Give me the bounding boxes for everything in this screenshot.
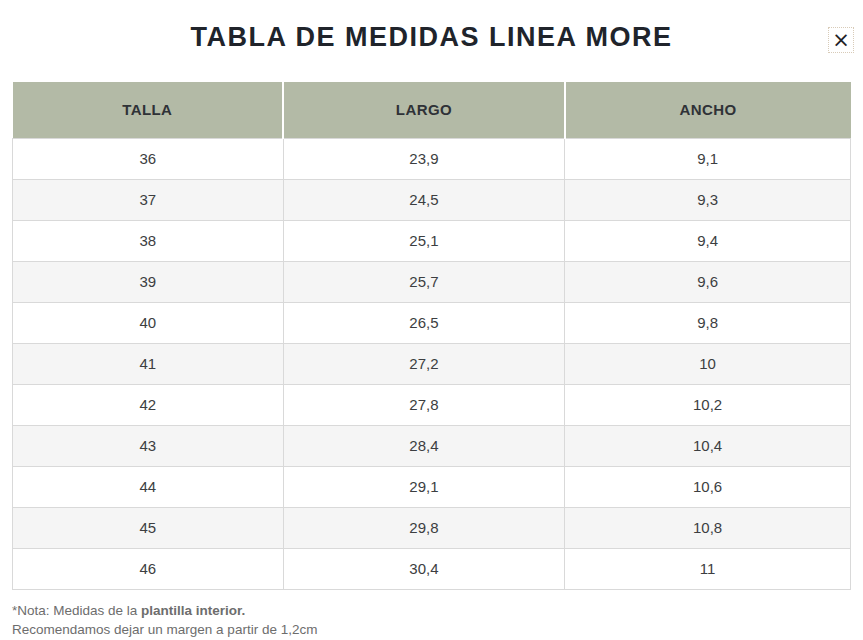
table-cell: 26,5 [283,302,565,343]
table-cell: 44 [13,466,284,507]
table-cell: 9,4 [565,220,851,261]
table-cell: 45 [13,507,284,548]
table-cell: 27,8 [283,384,565,425]
footnote: *Nota: Medidas de la plantilla interior.… [12,601,863,640]
table-row: 4026,59,8 [13,302,851,343]
table-cell: 11 [565,548,851,589]
column-header: TALLA [13,82,284,138]
table-cell: 30,4 [283,548,565,589]
table-cell: 29,8 [283,507,565,548]
table-cell: 9,1 [565,138,851,179]
table-cell: 10,2 [565,384,851,425]
table-cell: 10 [565,343,851,384]
table-row: 3623,99,1 [13,138,851,179]
table-body: 3623,99,13724,59,33825,19,43925,79,64026… [13,138,851,589]
table-cell: 43 [13,425,284,466]
table-row: 4429,110,6 [13,466,851,507]
table-cell: 28,4 [283,425,565,466]
table-cell: 38 [13,220,284,261]
table-cell: 10,4 [565,425,851,466]
table-cell: 36 [13,138,284,179]
table-row: 3724,59,3 [13,179,851,220]
table-cell: 40 [13,302,284,343]
size-table: TALLALARGOANCHO 3623,99,13724,59,33825,1… [12,82,851,590]
table-cell: 37 [13,179,284,220]
column-header: LARGO [283,82,565,138]
table-row: 4328,410,4 [13,425,851,466]
footnote-bold: plantilla interior. [141,603,245,618]
table-cell: 29,1 [283,466,565,507]
table-header-row: TALLALARGOANCHO [13,82,851,138]
table-row: 4630,411 [13,548,851,589]
table-row: 3925,79,6 [13,261,851,302]
table-cell: 9,6 [565,261,851,302]
footnote-prefix: *Nota: Medidas de la [12,603,141,618]
table-cell: 25,1 [283,220,565,261]
page-title: TABLA DE MEDIDAS LINEA MORE [0,22,863,53]
table-cell: 10,6 [565,466,851,507]
table-row: 4227,810,2 [13,384,851,425]
column-header: ANCHO [565,82,851,138]
table-cell: 41 [13,343,284,384]
footnote-line2: Recomendamos dejar un margen a partir de… [12,622,317,637]
size-chart-modal: × TABLA DE MEDIDAS LINEA MORE TALLALARGO… [0,22,863,640]
table-row: 4529,810,8 [13,507,851,548]
table-cell: 42 [13,384,284,425]
table-cell: 9,3 [565,179,851,220]
table-cell: 24,5 [283,179,565,220]
table-cell: 39 [13,261,284,302]
table-row: 3825,19,4 [13,220,851,261]
table-cell: 46 [13,548,284,589]
table-row: 4127,210 [13,343,851,384]
close-icon: × [832,28,850,52]
table-cell: 9,8 [565,302,851,343]
close-button[interactable]: × [828,27,854,53]
table-cell: 10,8 [565,507,851,548]
table-cell: 27,2 [283,343,565,384]
table-cell: 25,7 [283,261,565,302]
table-cell: 23,9 [283,138,565,179]
